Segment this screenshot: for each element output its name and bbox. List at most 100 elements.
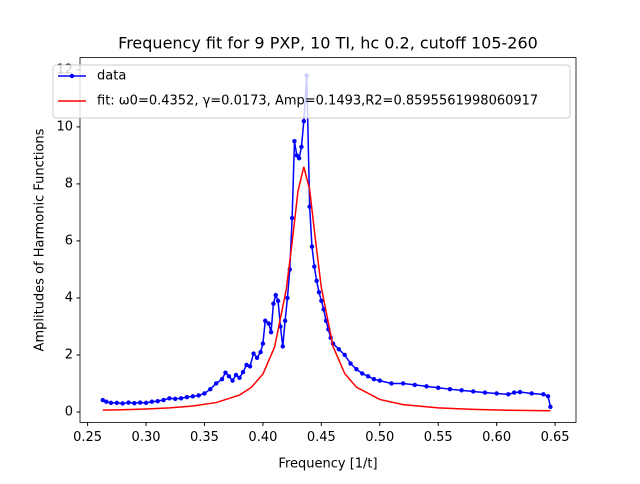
data-point	[244, 362, 249, 368]
series-line	[102, 75, 552, 408]
x-axis-label: Frequency [1/t]	[278, 457, 377, 472]
data-point	[213, 381, 219, 386]
data-point	[219, 377, 225, 382]
x-tick-label: 0.65	[541, 430, 570, 445]
y-tick-label: 8	[65, 176, 73, 191]
data-point	[155, 398, 160, 404]
data-point	[282, 318, 288, 323]
data-point	[424, 384, 429, 389]
data-point	[190, 394, 195, 399]
data-point	[275, 298, 281, 303]
data-point	[529, 391, 534, 396]
data-point	[173, 396, 178, 402]
data-point	[184, 394, 190, 400]
data-point	[230, 378, 235, 383]
data-point	[280, 344, 285, 349]
data-point	[226, 374, 232, 379]
y-axis-label: Amplitudes of Harmonic Functions	[33, 128, 48, 351]
x-tick-label: 0.45	[307, 430, 336, 445]
y-tick-label: 6	[65, 233, 73, 248]
data-point	[342, 352, 347, 358]
y-tick-label: 2	[65, 347, 73, 362]
y-tick-label: 10	[56, 119, 73, 134]
data-point	[482, 390, 488, 395]
data-point	[319, 298, 324, 303]
data-point	[316, 290, 322, 295]
data-point	[296, 156, 302, 161]
x-tick-label: 0.30	[132, 430, 161, 445]
legend-marker	[69, 73, 75, 79]
data-point	[132, 400, 137, 406]
data-point	[400, 381, 406, 386]
data-point	[545, 394, 551, 399]
legend-label: data	[97, 69, 126, 84]
data-point	[254, 355, 260, 361]
data-point	[389, 381, 394, 386]
y-tick-label: 0	[65, 404, 73, 419]
data-point	[365, 374, 371, 379]
data-point	[223, 370, 228, 375]
data-point	[273, 292, 278, 298]
legend-box	[52, 64, 571, 119]
data-point	[149, 399, 155, 404]
data-point	[100, 397, 105, 403]
x-tick-label: 0.50	[365, 430, 394, 445]
data-point	[143, 400, 149, 406]
data-point	[126, 400, 131, 405]
data-point	[360, 371, 365, 376]
data-point	[447, 386, 453, 392]
data-point	[548, 404, 553, 410]
data-point	[354, 367, 359, 372]
data-point	[251, 351, 256, 356]
data-point	[371, 377, 377, 382]
data-point	[233, 372, 239, 378]
data-point	[268, 329, 274, 335]
data-point	[309, 244, 315, 249]
data-point	[120, 401, 125, 406]
plot-frame	[79, 57, 577, 423]
data-point	[511, 390, 517, 395]
data-point	[312, 264, 317, 269]
data-point	[258, 349, 263, 355]
data-point	[266, 321, 271, 326]
data-point	[208, 386, 213, 392]
data-point	[412, 382, 418, 388]
data-point	[494, 391, 499, 396]
data-point	[260, 341, 266, 346]
data-point	[289, 215, 295, 221]
data-point	[471, 389, 476, 394]
data-point	[271, 301, 276, 306]
x-tick-label: 0.35	[190, 430, 219, 445]
legend-label: fit: ω0=0.4352, γ=0.0173, Amp=0.1493,R2=…	[97, 94, 538, 109]
data-point	[240, 369, 246, 375]
data-point	[299, 144, 304, 150]
data-point	[301, 118, 307, 124]
x-tick-label: 0.60	[482, 430, 511, 445]
data-point	[247, 364, 253, 369]
data-point	[517, 389, 523, 395]
data-point	[541, 392, 546, 397]
data-point	[114, 400, 120, 406]
data-point	[202, 391, 207, 396]
data-point	[285, 295, 290, 301]
x-tick-label: 0.25	[73, 430, 102, 445]
data-point	[167, 396, 172, 401]
data-point	[348, 361, 353, 366]
data-point	[336, 347, 342, 352]
x-tick-label: 0.55	[424, 430, 453, 445]
data-point	[377, 378, 382, 383]
data-point	[292, 138, 297, 144]
data-point	[161, 397, 166, 403]
series-line	[102, 166, 551, 412]
data-point	[178, 396, 184, 401]
data-point	[263, 318, 268, 323]
chart-title: Frequency fit for 9 PXP, 10 TI, hc 0.2, …	[118, 34, 538, 53]
x-tick-label: 0.40	[248, 430, 277, 445]
data-point	[314, 278, 319, 284]
data-point	[459, 388, 464, 393]
data-point	[506, 392, 511, 397]
data-point	[104, 399, 109, 404]
y-tick-label: 4	[65, 290, 73, 305]
